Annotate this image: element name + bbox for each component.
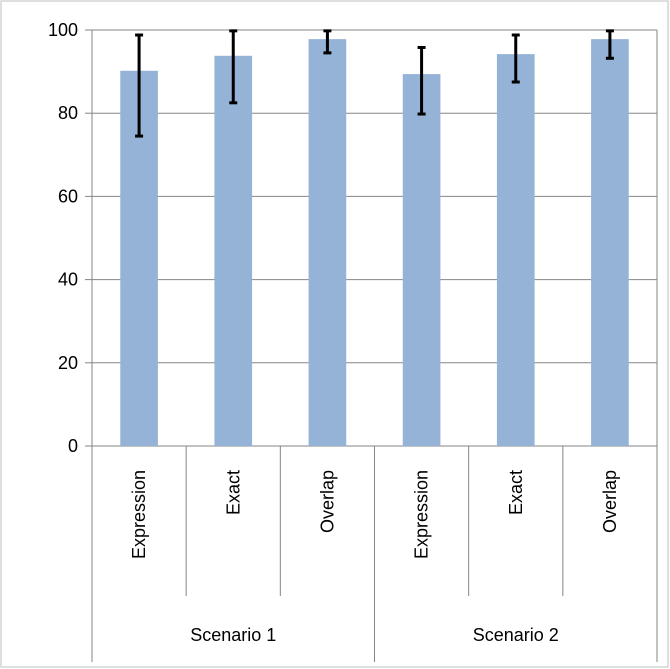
bars bbox=[120, 39, 629, 447]
group-label-scenario-2: Scenario 2 bbox=[473, 625, 559, 645]
bar-exact-1 bbox=[214, 55, 253, 447]
category-label: Overlap bbox=[317, 470, 337, 533]
error-bars bbox=[135, 29, 614, 138]
x-axis: Expression Exact Overlap Expression Exact Ove… bbox=[91, 30, 658, 662]
y-tick-label: 40 bbox=[58, 270, 78, 290]
y-tick-label: 20 bbox=[58, 353, 78, 373]
category-label: Exact bbox=[506, 470, 526, 515]
y-axis: 0 20 40 60 80 100 bbox=[48, 20, 93, 456]
category-label: Expression bbox=[412, 470, 432, 559]
bar-expression-2 bbox=[402, 74, 441, 446]
y-tick-label: 100 bbox=[48, 20, 78, 40]
bar-overlap-2 bbox=[591, 39, 629, 446]
y-tick-label: 60 bbox=[58, 186, 78, 206]
y-tick-label: 80 bbox=[58, 103, 78, 123]
bar-exact-2 bbox=[496, 54, 535, 447]
y-tick-label: 0 bbox=[68, 436, 78, 456]
category-label: Expression bbox=[129, 470, 149, 559]
group-label-scenario-1: Scenario 1 bbox=[190, 625, 276, 645]
category-label: Exact bbox=[223, 470, 243, 515]
category-label: Overlap bbox=[600, 470, 620, 533]
bar-overlap-1 bbox=[308, 39, 347, 446]
